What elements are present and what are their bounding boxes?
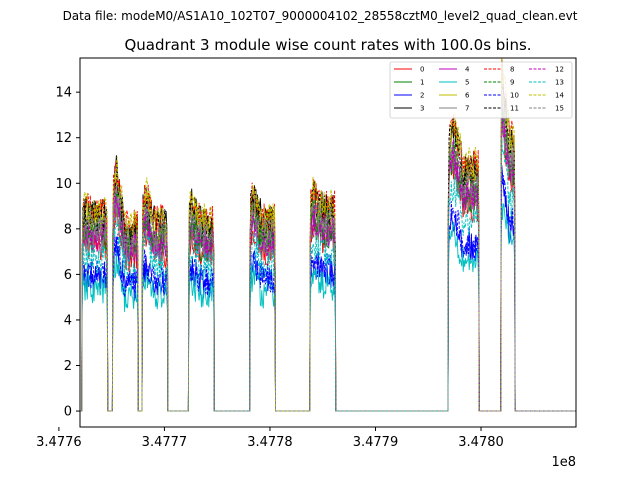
y-axis: 0 2 4 6 8 10 12 14 (55, 86, 80, 420)
y-tick-label: 0 (64, 405, 72, 420)
legend-label-6: 6 (465, 92, 470, 100)
suptitle: Data file: modeM0/AS1A10_102T07_90000041… (63, 9, 578, 23)
legend-label-5: 5 (465, 79, 469, 87)
x-axis: 3.4776 3.4777 3.4778 3.4779 3.4780 (36, 427, 504, 450)
legend-label-10: 10 (510, 92, 519, 100)
series-line-13 (80, 137, 576, 412)
legend-label-11: 11 (510, 105, 519, 113)
y-tick-label: 10 (55, 177, 72, 192)
legend-label-15: 15 (555, 105, 564, 113)
series-line-12 (80, 115, 576, 412)
x-offset-label: 1e8 (551, 455, 576, 470)
y-tick-label: 12 (55, 131, 72, 146)
x-tick-label: 3.4778 (247, 435, 293, 450)
y-tick-label: 8 (64, 222, 72, 237)
series-line-2 (80, 165, 576, 412)
x-tick-label: 3.4780 (458, 435, 504, 450)
y-tick-label: 14 (55, 86, 72, 101)
legend-label-8: 8 (510, 66, 514, 74)
series-line-15 (80, 92, 576, 412)
series-group (80, 58, 576, 412)
legend-box (389, 61, 573, 119)
chart-title: Quadrant 3 module wise count rates with … (124, 36, 531, 54)
plot-frame (79, 57, 577, 428)
legend-label-1: 1 (420, 79, 424, 87)
legend-label-12: 12 (555, 66, 564, 74)
y-tick-label: 6 (64, 268, 72, 283)
legend-label-9: 9 (510, 79, 514, 87)
series-line-8 (80, 58, 576, 412)
x-tick-label: 3.4779 (353, 435, 399, 450)
legend-label-0: 0 (420, 66, 424, 74)
y-tick-label: 4 (64, 313, 72, 328)
legend-label-3: 3 (420, 105, 424, 113)
legend-label-14: 14 (555, 92, 564, 100)
legend-label-4: 4 (465, 66, 470, 74)
series-line-14 (80, 58, 576, 412)
legend-label-2: 2 (420, 92, 424, 100)
legend-label-7: 7 (465, 105, 469, 113)
series-line-5 (80, 202, 576, 412)
legend-label-13: 13 (555, 79, 564, 87)
x-tick-label: 3.4776 (36, 435, 82, 450)
x-tick-label: 3.4777 (142, 435, 188, 450)
y-tick-label: 2 (64, 359, 72, 374)
series-line-10 (80, 174, 576, 412)
